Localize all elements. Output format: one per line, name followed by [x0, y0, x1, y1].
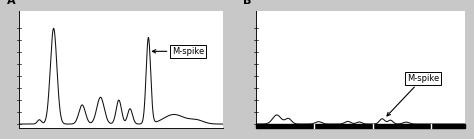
Bar — [256, 124, 465, 128]
Text: M-spike: M-spike — [387, 74, 439, 116]
Text: B: B — [244, 0, 252, 6]
Text: M-spike: M-spike — [153, 47, 204, 56]
Text: A: A — [7, 0, 15, 6]
